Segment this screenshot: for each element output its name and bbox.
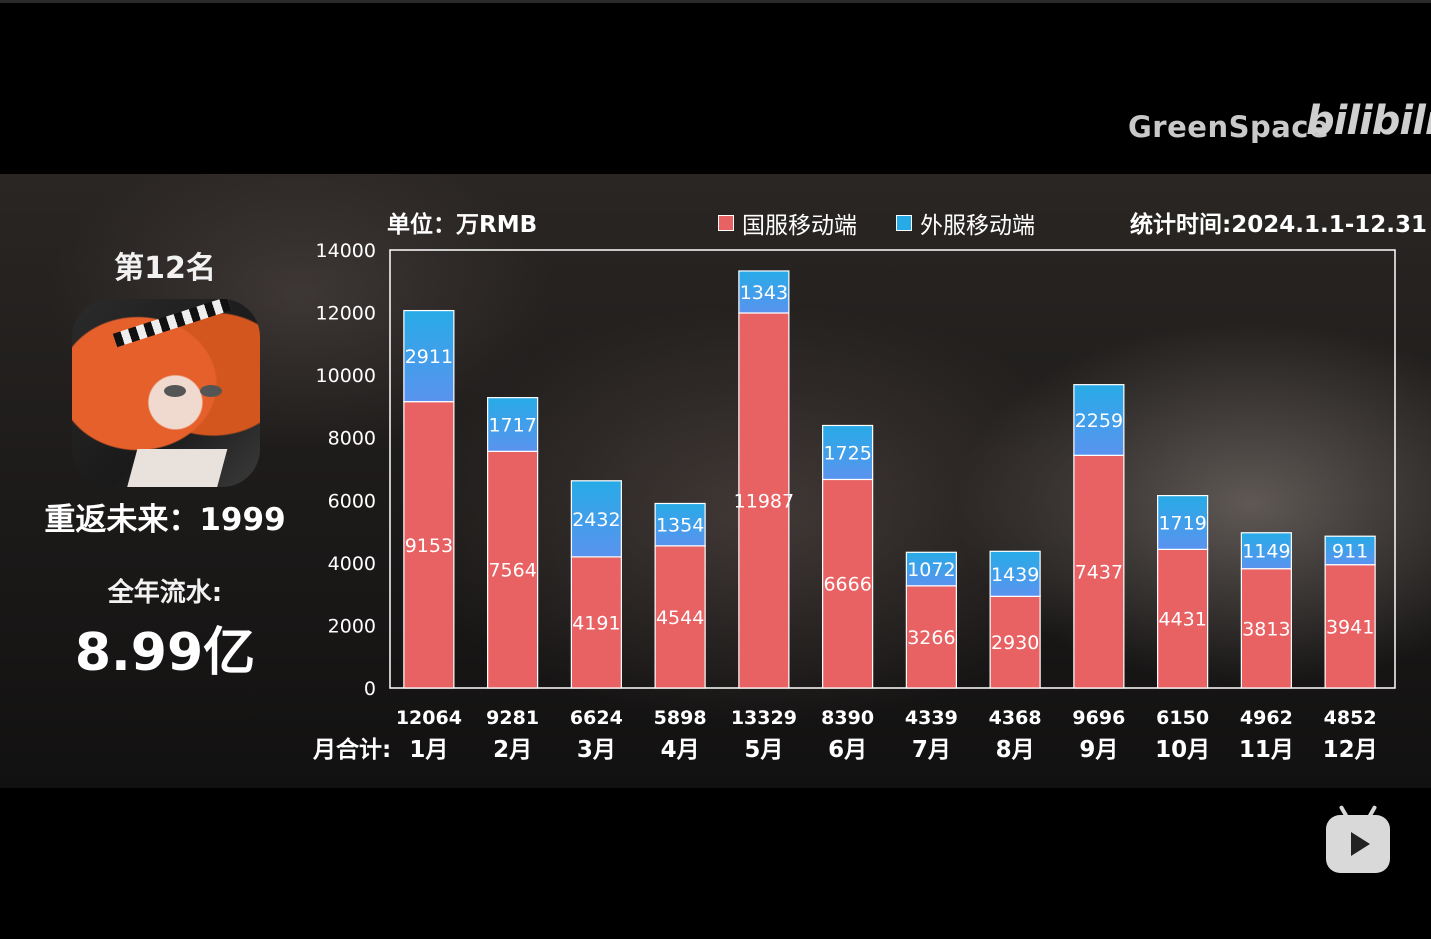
monthly-total-label: 12064 [396, 707, 462, 729]
x-tick-label: 5月 [744, 737, 783, 763]
bar-overseas [1324, 535, 1376, 566]
period-label: 统计时间:2024.1.1-12.31 [1130, 212, 1427, 238]
data-label-domestic: 2930 [991, 632, 1039, 654]
y-tick-label: 4000 [328, 553, 376, 575]
monthly-total-label: 4852 [1324, 707, 1377, 729]
data-label-domestic: 7564 [488, 560, 536, 582]
monthly-total-label: 4962 [1240, 707, 1293, 729]
bar-domestic [822, 478, 874, 689]
monthly-total-label: 6624 [570, 707, 623, 729]
monthly-total-label: 9281 [486, 707, 539, 729]
monthly-total-label: 13329 [731, 707, 797, 729]
legend-label-domestic: 国服移动端 [742, 213, 857, 239]
data-label-domestic: 4191 [572, 612, 620, 634]
x-tick-label: 7月 [912, 737, 951, 763]
monthly-total-label: 4339 [905, 707, 958, 729]
bar-domestic [1240, 568, 1292, 689]
data-label-overseas: 1717 [488, 414, 536, 436]
x-tick-label: 8月 [996, 737, 1035, 763]
y-tick-label: 14000 [316, 240, 376, 262]
bilibili-logo: bilibili [1306, 98, 1431, 144]
bar-overseas [905, 551, 957, 587]
unit-label: 单位：万RMB [387, 212, 538, 238]
y-tick-label: 8000 [328, 428, 376, 450]
rank-label: 第12名 [114, 251, 216, 286]
data-label-domestic: 3813 [1242, 618, 1290, 640]
data-label-overseas: 1343 [740, 282, 788, 304]
data-label-domestic: 7437 [1075, 562, 1123, 584]
play-button[interactable] [1326, 804, 1390, 873]
data-label-overseas: 1072 [907, 559, 955, 581]
x-tick-label: 12月 [1323, 737, 1378, 763]
plot-frame [389, 249, 1396, 689]
bar-domestic [1157, 548, 1209, 689]
bar-overseas [1157, 494, 1209, 550]
data-label-overseas: 2259 [1075, 410, 1123, 432]
y-tick-label: 0 [364, 678, 376, 700]
bar-domestic [487, 450, 539, 689]
game-name: 重返未来：1999 [44, 502, 286, 538]
watermark-text: GreenSpace [1128, 110, 1330, 144]
data-label-overseas: 1354 [656, 515, 704, 537]
x-tick-label: 9月 [1079, 737, 1118, 763]
x-tick-label: 1月 [409, 737, 448, 763]
bar-domestic [403, 401, 455, 689]
bar-overseas [738, 270, 790, 314]
monthly-total-label: 9696 [1072, 707, 1125, 729]
data-label-domestic: 6666 [823, 574, 871, 596]
y-tick-label: 2000 [328, 615, 376, 637]
data-label-overseas: 2911 [405, 346, 453, 368]
data-label-domestic: 4431 [1158, 609, 1206, 631]
play-icon [1351, 832, 1370, 856]
y-tick-label: 6000 [328, 490, 376, 512]
data-label-domestic: 3941 [1326, 616, 1374, 638]
data-label-overseas: 1725 [823, 442, 871, 464]
top-divider [0, 0, 1431, 3]
x-tick-label: 4月 [661, 737, 700, 763]
legend-label-overseas: 外服移动端 [920, 213, 1035, 239]
x-tick-label: 2月 [493, 737, 532, 763]
bar-domestic [989, 595, 1041, 689]
y-tick-label: 12000 [316, 303, 376, 325]
data-label-domestic: 4544 [656, 607, 704, 629]
bar-overseas [570, 480, 622, 558]
bar-overseas [822, 424, 874, 481]
x-tick-label: 10月 [1155, 737, 1210, 763]
bar-overseas [989, 550, 1041, 597]
monthly-total-label: 5898 [654, 707, 707, 729]
legend-domestic: 国服移动端 [718, 206, 857, 240]
monthly-total-label: 8390 [821, 707, 874, 729]
bar-overseas [403, 309, 455, 403]
bar-domestic [738, 312, 790, 689]
data-label-overseas: 1149 [1242, 541, 1290, 563]
legend-swatch-domestic [718, 215, 734, 231]
data-label-domestic: 3266 [907, 627, 955, 649]
y-tick-label: 10000 [316, 365, 376, 387]
legend-overseas: 外服移动端 [896, 206, 1035, 240]
x-tick-label: 11月 [1239, 737, 1294, 763]
monthly-total-row-label: 月合计: [312, 736, 391, 763]
annual-revenue-label: 全年流水: [107, 578, 223, 608]
bar-overseas [487, 397, 539, 452]
data-label-domestic: 9153 [405, 535, 453, 557]
x-tick-label: 6月 [828, 737, 867, 763]
bar-overseas [654, 502, 706, 547]
monthly-total-label: 6150 [1156, 707, 1209, 729]
bar-domestic [1073, 454, 1125, 689]
bar-overseas [1240, 532, 1292, 570]
data-label-overseas: 1719 [1158, 512, 1206, 534]
monthly-total-label: 4368 [989, 707, 1042, 729]
bar-overseas [1073, 384, 1125, 456]
data-label-overseas: 1439 [991, 564, 1039, 586]
data-label-overseas: 911 [1332, 540, 1368, 562]
legend-swatch-overseas [896, 215, 912, 231]
x-tick-label: 3月 [577, 737, 616, 763]
annual-revenue-value: 8.99亿 [74, 623, 256, 683]
data-label-domestic: 11987 [734, 490, 794, 512]
data-label-overseas: 2432 [572, 509, 620, 531]
game-app-icon [72, 299, 260, 487]
